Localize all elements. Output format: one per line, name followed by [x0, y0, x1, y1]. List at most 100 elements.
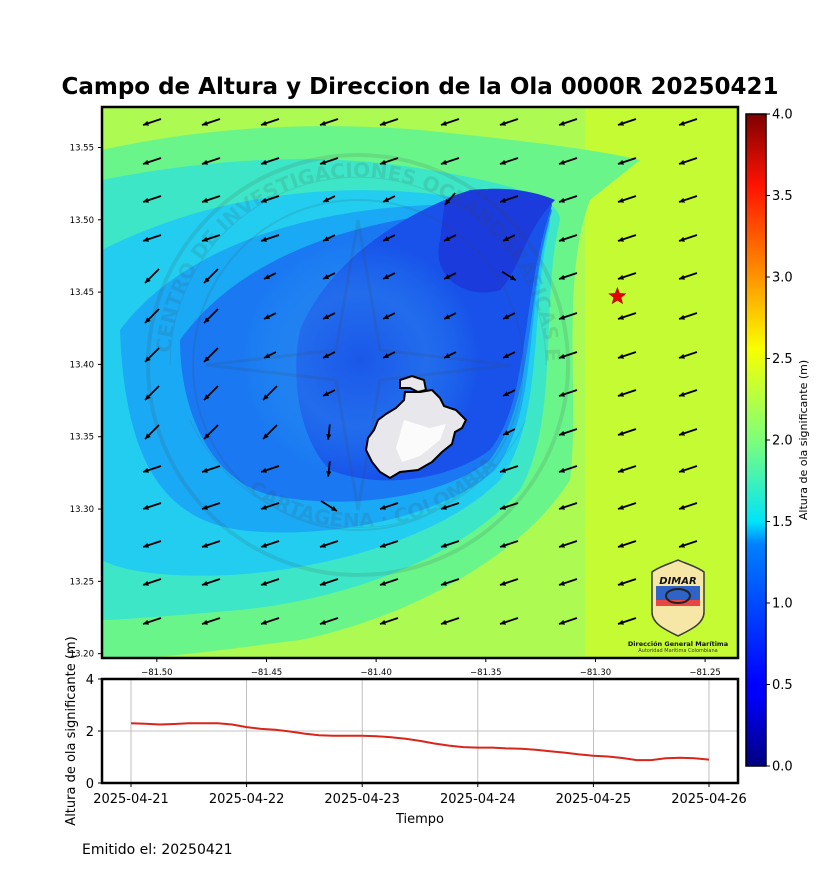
direction-arrow	[379, 118, 399, 126]
map-y-tick-label: 13.35	[70, 433, 94, 443]
direction-arrow	[617, 157, 637, 165]
time-series-ylabel: Altura de ola significante (m)	[64, 636, 79, 825]
direction-arrow	[558, 465, 578, 473]
direction-arrow	[379, 540, 399, 548]
direction-arrow	[617, 502, 637, 510]
colorbar-tick-label: 2.5	[772, 352, 793, 367]
direction-arrow	[142, 234, 162, 242]
direction-arrow	[201, 465, 221, 473]
time-series-xlabel: Tiempo	[395, 812, 444, 827]
direction-arrow	[260, 234, 280, 242]
island-highlight	[396, 420, 446, 462]
direction-arrow	[443, 272, 457, 280]
direction-arrow	[443, 312, 457, 320]
direction-arrow	[440, 540, 460, 548]
direction-arrow	[558, 428, 578, 436]
direction-arrow	[440, 118, 460, 126]
direction-arrow	[499, 118, 519, 126]
direction-arrow	[678, 540, 698, 548]
direction-arrow	[617, 578, 637, 586]
map-x-tick-label: −81.30	[580, 668, 611, 678]
direction-arrow	[678, 195, 698, 203]
direction-arrow	[440, 617, 460, 625]
direction-arrow	[678, 502, 698, 510]
direction-arrow	[617, 312, 637, 320]
time-series-x-tick-label: 2025-04-25	[556, 792, 632, 807]
direction-arrow	[678, 465, 698, 473]
map-x-tick-label: −81.35	[470, 668, 501, 678]
direction-arrow	[203, 424, 219, 440]
direction-arrow	[382, 312, 396, 320]
colorbar-tick-label: 3.0	[772, 271, 793, 286]
direction-arrow	[678, 351, 698, 359]
direction-arrow	[260, 617, 280, 625]
direction-arrow	[678, 118, 698, 126]
direction-arrow	[440, 502, 460, 510]
direction-arrow	[617, 351, 637, 359]
direction-arrow	[260, 157, 280, 165]
map-y-tick-label: 13.55	[70, 143, 94, 153]
map-y-tick-label: 13.45	[70, 288, 94, 298]
direction-arrow	[263, 272, 277, 280]
direction-arrow	[558, 502, 578, 510]
direction-arrow	[319, 578, 339, 586]
direction-arrow	[617, 272, 637, 280]
colorbar-tick-label: 0.0	[772, 760, 793, 775]
direction-arrow	[499, 540, 519, 548]
location-star-marker	[608, 286, 627, 305]
direction-arrow	[260, 195, 280, 203]
direction-arrow	[260, 502, 280, 510]
direction-arrow	[558, 157, 578, 165]
direction-arrow	[142, 118, 162, 126]
direction-arrow	[617, 118, 637, 126]
time-series-y-tick-label: 2	[86, 725, 94, 740]
map-y-tick-label: 13.25	[70, 577, 94, 587]
map-y-tick-label: 13.40	[70, 360, 94, 370]
colorbar-label: Altura de ola significante (m)	[797, 360, 810, 520]
direction-arrow	[502, 389, 516, 397]
direction-arrow	[382, 234, 396, 242]
direction-arrow	[379, 502, 399, 510]
direction-arrow	[443, 351, 457, 359]
direction-arrow	[144, 347, 160, 363]
direction-arrow	[558, 540, 578, 548]
direction-arrow	[142, 578, 162, 586]
direction-arrow	[678, 312, 698, 320]
dimar-logo: DIMAR Dirección General Marítima Autorid…	[628, 559, 728, 654]
direction-arrow	[260, 118, 280, 126]
direction-arrow	[144, 424, 160, 440]
map-x-tick-label: −81.40	[360, 668, 391, 678]
direction-arrow	[203, 268, 219, 284]
direction-arrow	[678, 428, 698, 436]
time-series-x-axis: 2025-04-21 2025-04-22 2025-04-23 2025-04-24…	[93, 783, 747, 807]
direction-arrow	[319, 118, 339, 126]
direction-arrow	[260, 578, 280, 586]
time-series-line	[130, 722, 710, 762]
direction-arrow	[558, 578, 578, 586]
direction-arrow	[617, 465, 637, 473]
direction-arrow	[319, 617, 339, 625]
direction-arrow	[499, 617, 519, 625]
time-series-y-tick-label: 4	[86, 673, 94, 688]
direction-arrow	[322, 351, 336, 359]
direction-arrow	[558, 351, 578, 359]
direction-arrow	[440, 578, 460, 586]
direction-arrow	[322, 272, 336, 280]
direction-arrow	[201, 234, 221, 242]
direction-arrow	[142, 465, 162, 473]
direction-arrow	[558, 195, 578, 203]
direction-arrow	[558, 312, 578, 320]
map-x-axis: −81.50 −81.45 −81.40 −81.35 −81.30 −81.25	[141, 658, 721, 678]
direction-arrow	[502, 428, 516, 436]
colorbar-tick-label: 1.5	[772, 515, 793, 530]
time-series-y-tick-label: 0	[86, 777, 94, 792]
direction-arrow	[263, 312, 277, 320]
direction-arrow	[499, 157, 519, 165]
direction-arrow	[617, 540, 637, 548]
direction-arrow	[382, 272, 396, 280]
direction-arrow	[678, 234, 698, 242]
direction-arrow	[502, 312, 516, 320]
direction-arrow	[617, 428, 637, 436]
direction-arrow	[617, 389, 637, 397]
